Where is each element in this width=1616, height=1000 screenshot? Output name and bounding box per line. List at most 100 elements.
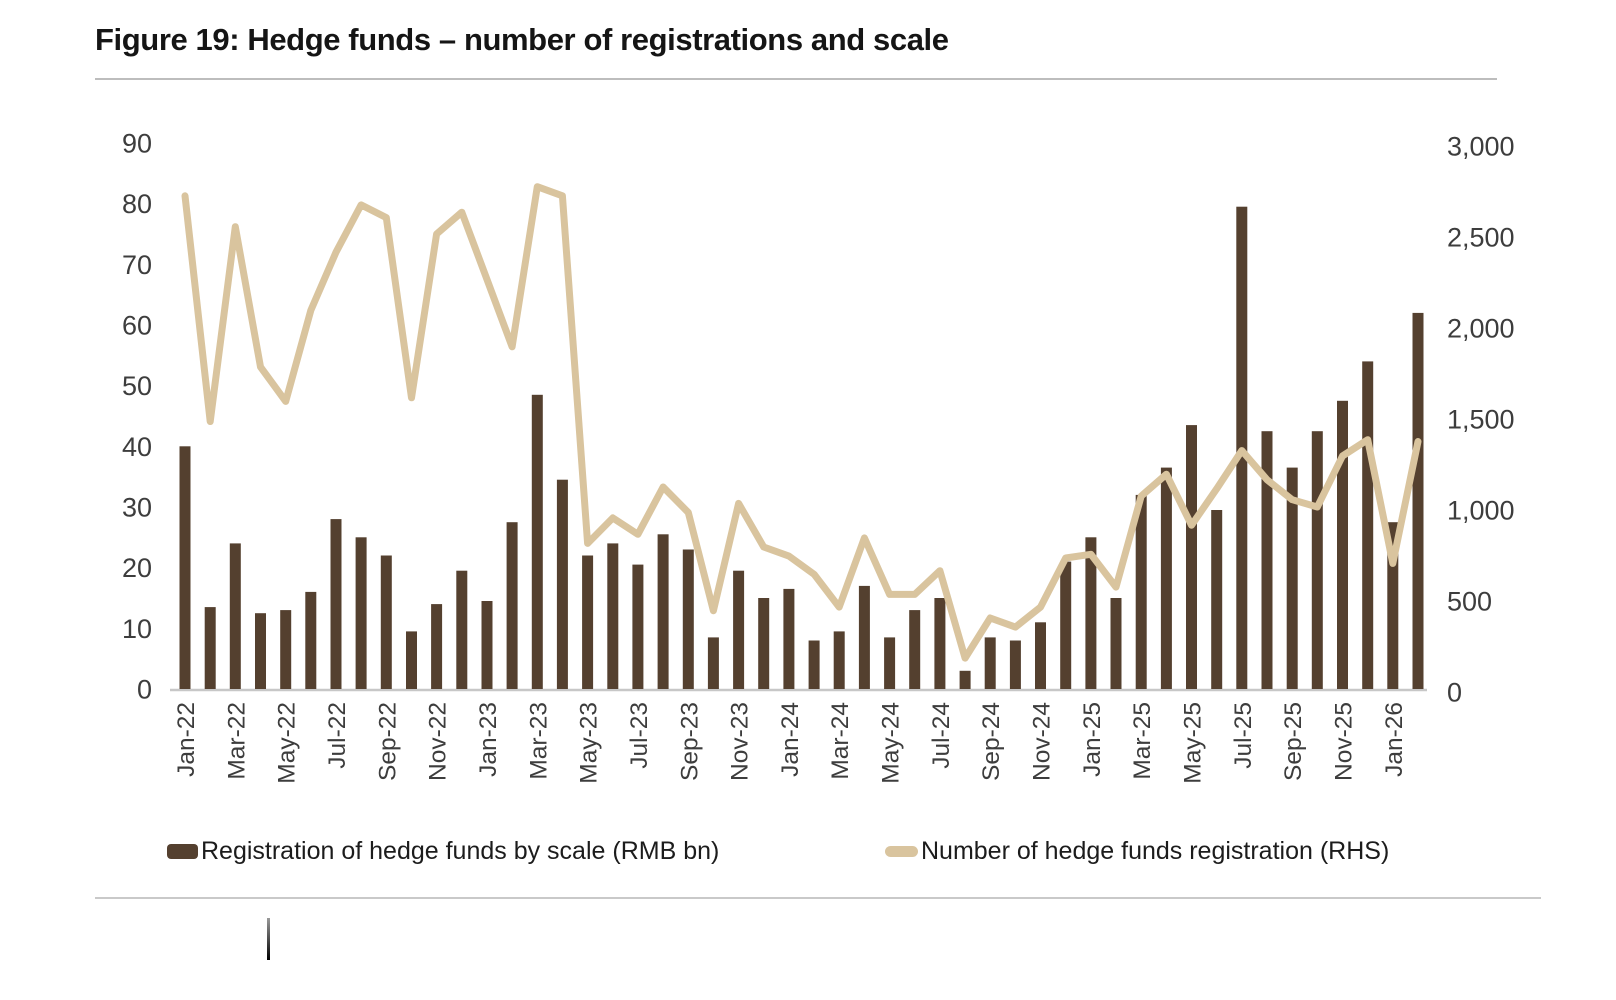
bar-Nov-22 (431, 604, 443, 689)
bar-Sep-23 (682, 549, 694, 689)
x-axis-label: Jul-23 (626, 702, 653, 769)
bar-Dec-23 (758, 598, 770, 689)
bar-series-swatch (167, 843, 198, 859)
bar-Jul-24 (934, 598, 946, 689)
bar-Mar-23 (531, 394, 543, 689)
bar-Aug-23 (657, 534, 669, 689)
left-axis-tick: 0 (137, 675, 152, 705)
bar-Oct-24 (1009, 640, 1021, 689)
bar-Jan-24 (783, 588, 795, 689)
bar-Feb-24 (808, 640, 820, 689)
bar-Oct-25 (1311, 431, 1323, 689)
x-axis-label: Nov-22 (425, 702, 452, 781)
x-axis-label: Mar-24 (827, 702, 854, 780)
x-axis-label: Sep-25 (1280, 702, 1307, 781)
x-axis-label: Jul-22 (324, 702, 351, 769)
bar-Jun-24 (909, 610, 921, 689)
x-axis-label: Jul-24 (928, 702, 955, 769)
bar-Jan-25 (1085, 537, 1097, 689)
bar-Jan-26 (1387, 522, 1399, 689)
bar-Sep-22 (380, 555, 392, 689)
x-axis-label: Jan-24 (777, 702, 804, 777)
left-axis-tick: 10 (122, 614, 152, 644)
bar-Feb-26 (1412, 312, 1424, 689)
bar-Sep-24 (984, 637, 996, 689)
bar-Jul-23 (632, 564, 644, 689)
left-axis-tick: 90 (122, 129, 152, 159)
left-axis-tick: 80 (122, 189, 152, 219)
legend-item-bars: Registration of hedge funds by scale (RM… (167, 836, 719, 866)
x-axis-label: Mar-22 (223, 702, 250, 780)
figure-title: Figure 19: Hedge funds – number of regis… (95, 22, 949, 57)
bar-Dec-22 (456, 570, 468, 689)
bar-Jun-25 (1211, 510, 1223, 689)
x-axis-label: May-24 (878, 702, 905, 784)
bar-Apr-23 (556, 479, 568, 689)
x-axis-label: Nov-25 (1331, 702, 1358, 781)
bar-Dec-24 (1060, 561, 1072, 689)
bar-Mar-25 (1135, 494, 1147, 689)
bar-Feb-25 (1110, 598, 1122, 689)
text-cursor-artifact (267, 918, 270, 960)
bar-Jan-23 (481, 601, 493, 689)
bar-Feb-22 (204, 607, 216, 689)
right-axis-tick: 3,000 (1447, 132, 1515, 162)
right-axis-tick: 1,500 (1447, 405, 1515, 435)
left-axis-tick: 40 (122, 432, 152, 462)
bar-Dec-25 (1362, 361, 1374, 689)
right-axis-tick: 2,500 (1447, 223, 1515, 253)
bar-Jul-22 (330, 519, 342, 689)
line-series-label: Number of hedge funds registration (RHS) (921, 836, 1390, 865)
bar-Oct-23 (707, 637, 719, 689)
bar-Jan-22 (179, 446, 191, 689)
registrations-line (181, 183, 1422, 662)
bar-Jun-22 (305, 591, 317, 689)
left-axis-tick: 30 (122, 493, 152, 523)
x-axis-label: Sep-24 (978, 702, 1005, 781)
bar-Mar-22 (229, 543, 241, 689)
title-divider (95, 78, 1497, 80)
left-axis-tick: 70 (122, 250, 152, 280)
right-axis-tick: 2,000 (1447, 314, 1515, 344)
x-axis-label: Jan-26 (1381, 702, 1408, 777)
bar-May-25 (1186, 425, 1197, 689)
x-axis-label: Sep-23 (676, 702, 703, 781)
bar-Mar-24 (833, 631, 845, 689)
legend-item-line: Number of hedge funds registration (RHS) (885, 836, 1389, 866)
x-axis-label: Jul-25 (1230, 702, 1257, 769)
x-axis-label: Nov-24 (1029, 702, 1056, 781)
left-axis-tick: 60 (122, 311, 152, 341)
x-axis-label: Mar-23 (525, 702, 552, 780)
bar-Apr-25 (1160, 467, 1172, 689)
bar-Sep-25 (1286, 467, 1298, 689)
x-axis-label: Sep-22 (374, 702, 401, 781)
bar-Apr-24 (858, 585, 870, 689)
x-axis-label: May-22 (274, 702, 301, 784)
bar-Apr-22 (255, 613, 266, 689)
bar-May-24 (884, 637, 896, 689)
x-axis-label: May-25 (1180, 702, 1207, 784)
right-axis-tick: 500 (1447, 587, 1492, 617)
x-axis-label: Mar-25 (1129, 702, 1156, 780)
bar-Nov-24 (1035, 622, 1046, 689)
x-axis-label: Jan-23 (475, 702, 502, 777)
bar-Oct-22 (406, 631, 417, 689)
bar-Feb-23 (506, 522, 518, 689)
right-axis-tick: 1,000 (1447, 496, 1515, 526)
bar-Aug-22 (355, 537, 367, 689)
x-axis-label: Nov-23 (727, 702, 754, 781)
bar-May-22 (280, 610, 292, 689)
bar-Aug-24 (959, 670, 971, 689)
x-axis-label: Jan-25 (1079, 702, 1106, 777)
x-axis-label: May-23 (576, 702, 603, 784)
x-axis-label: Jan-22 (173, 702, 200, 777)
right-axis-tick: 0 (1447, 678, 1462, 708)
left-axis-tick: 20 (122, 553, 152, 583)
bar-Aug-25 (1261, 431, 1273, 689)
bar-May-23 (582, 555, 594, 689)
bar-Nov-23 (733, 570, 745, 689)
line-series-swatch (885, 845, 918, 857)
bar-series-label: Registration of hedge funds by scale (RM… (201, 836, 720, 865)
left-axis-tick: 50 (122, 371, 152, 401)
